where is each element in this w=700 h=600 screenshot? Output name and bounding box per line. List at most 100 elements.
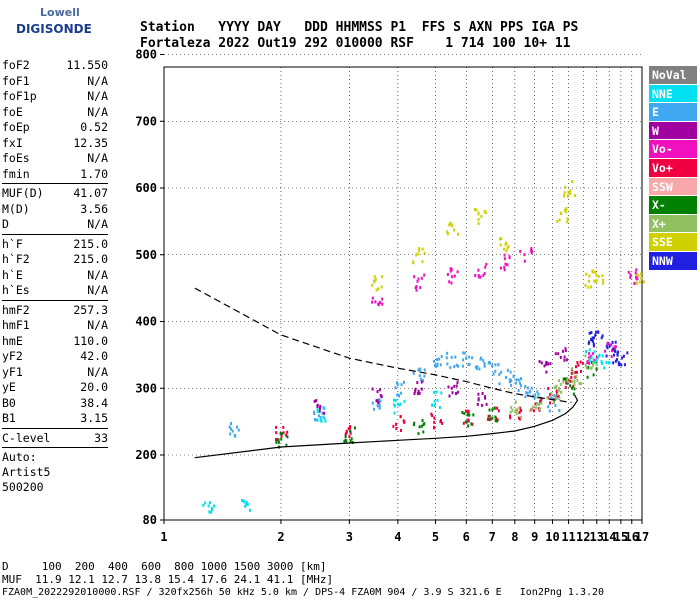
echo-point: [414, 389, 417, 393]
echo-point: [275, 438, 277, 441]
param-row: hmF2 257.3: [2, 303, 108, 319]
echo-point: [477, 268, 480, 272]
echo-point: [558, 409, 561, 412]
param-row: h`F2 215.0: [2, 252, 108, 268]
echo-point: [491, 408, 494, 412]
param-row: foF1 N/A: [2, 74, 108, 90]
echo-point: [420, 380, 423, 384]
echo-point: [566, 379, 569, 383]
echo-point: [381, 297, 384, 301]
echo-point: [587, 279, 590, 283]
echo-point: [377, 401, 380, 405]
echo-point: [396, 402, 399, 406]
echo-point: [620, 363, 623, 367]
echo-point: [477, 398, 480, 402]
echo-point: [209, 501, 211, 505]
echo-point: [450, 268, 453, 272]
echo-point: [556, 392, 559, 396]
echo-point: [509, 414, 511, 418]
echo-point: [607, 361, 610, 365]
param-name: M(D): [2, 201, 30, 216]
y-tick-label: 700: [135, 114, 157, 128]
echo-point: [463, 351, 466, 355]
echo-point: [538, 403, 540, 406]
echo-point: [487, 414, 490, 418]
echo-point: [570, 371, 573, 375]
echo-point: [602, 281, 605, 285]
echo-point: [324, 419, 327, 423]
echo-point: [450, 386, 453, 390]
echo-point: [614, 359, 617, 363]
echo-point: [530, 246, 533, 250]
echo-point: [610, 355, 613, 359]
echo-point: [549, 401, 551, 405]
echo-point: [375, 288, 378, 292]
footer-distance-row: D 100 200 400 600 800 1000 1500 3000 [km…: [2, 560, 327, 573]
echo-point: [433, 425, 435, 429]
echo-point: [514, 381, 517, 385]
echo-point: [622, 354, 625, 358]
echo-point: [230, 427, 232, 431]
echo-point: [376, 404, 379, 408]
echo-point: [529, 390, 532, 394]
echo-point: [374, 300, 377, 304]
echo-point: [486, 417, 489, 421]
echo-point: [491, 364, 494, 368]
echo-point: [246, 502, 249, 506]
param-row: B1 3.15: [2, 411, 108, 427]
echo-point: [462, 421, 465, 425]
echo-point: [416, 279, 419, 283]
echo-point: [590, 360, 593, 364]
echo-point: [635, 275, 637, 279]
echo-point: [496, 406, 499, 410]
echo-point: [595, 360, 598, 364]
echo-point: [598, 353, 601, 357]
echo-point: [228, 425, 231, 429]
echo-point: [557, 395, 560, 399]
echo-point: [489, 417, 492, 421]
echo-point: [531, 405, 534, 409]
echo-point: [584, 284, 587, 287]
param-value: 0.52: [80, 120, 108, 134]
echo-point: [415, 285, 418, 289]
param-row: C-level 33: [2, 431, 108, 447]
echo-point: [564, 347, 567, 351]
echo-point: [451, 224, 454, 228]
echo-point: [524, 385, 527, 388]
echo-point: [494, 415, 497, 419]
echo-point: [499, 266, 502, 270]
autoscaling-info: Artist5: [2, 465, 51, 479]
echo-point: [440, 419, 442, 422]
echo-point: [509, 410, 512, 414]
echo-point: [605, 354, 608, 358]
param-value: 3.56: [80, 201, 108, 216]
echo-point: [468, 413, 471, 417]
param-divider: [2, 427, 108, 429]
echo-point: [580, 382, 583, 386]
echo-point: [413, 421, 416, 425]
echo-point: [519, 384, 522, 388]
param-row: yF2 42.0: [2, 349, 108, 365]
y-tick-label: 300: [135, 381, 157, 395]
echo-point: [446, 273, 449, 276]
echo-point: [453, 365, 456, 369]
echo-point: [373, 279, 376, 283]
echo-point: [419, 377, 422, 381]
echo-point: [394, 386, 397, 390]
echo-point: [510, 379, 513, 383]
echo-point: [481, 403, 484, 407]
echo-point: [457, 232, 459, 236]
echo-point: [570, 375, 573, 379]
echo-point: [545, 370, 548, 374]
x-tick-label: 7: [489, 530, 496, 544]
echo-point: [448, 394, 451, 398]
param-value: 33: [94, 430, 108, 445]
echo-point: [394, 398, 397, 402]
echo-point: [566, 381, 569, 385]
param-value: N/A: [87, 151, 108, 165]
echo-point: [563, 191, 566, 195]
ionogram-plot: 1 2 3 4 5 6 7 8 9 10 11 12 1314151617802003004005006…: [135, 48, 649, 545]
echo-point: [498, 237, 501, 241]
echo-point: [503, 247, 505, 251]
echo-point: [202, 503, 205, 507]
